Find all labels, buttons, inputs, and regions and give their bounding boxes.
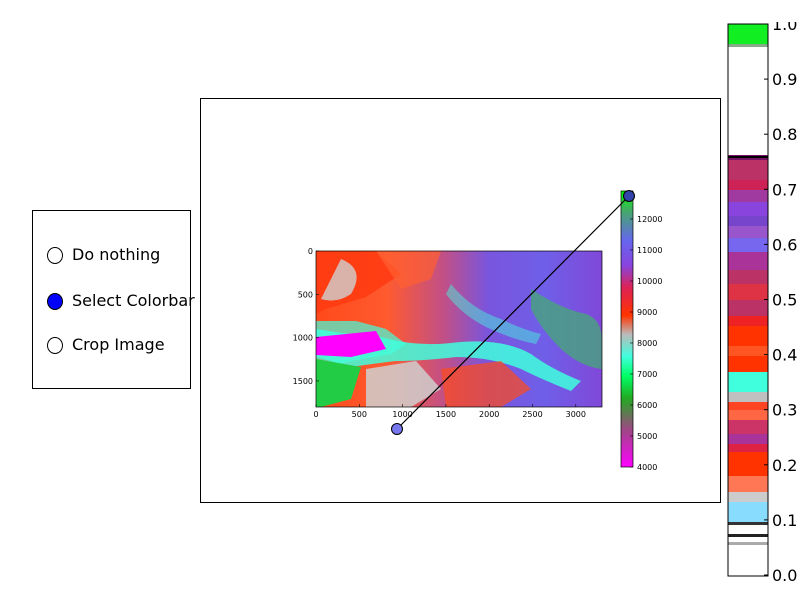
y-tick-label: 500 (298, 290, 313, 299)
x-tick-label: 0 (313, 410, 318, 419)
y-tick-label: 0 (308, 247, 313, 256)
inner-colorbar-ticks: 12000 11000 10000 9000 8000 7000 6000 5000 4000 (630, 215, 662, 472)
colorbar-tick-label: 0.0 (772, 566, 797, 582)
image-x-ticks: 0 500 1000 1500 2000 2500 3000 (313, 404, 586, 419)
colorbar-tick-label: 0.2 (772, 456, 797, 475)
colorbar-tick-label: 0.3 (772, 401, 797, 420)
y-tick-label: 1500 (293, 377, 313, 386)
colorbar-tick-label: 0.7 (772, 180, 797, 199)
colorbar-tick-label: 0.9 (772, 70, 797, 89)
image-y-ticks: 0 500 1000 1500 (293, 247, 319, 386)
radio-label: Select Colorbar (72, 291, 195, 310)
tool-selector-panel: Do nothing Select Colorbar Crop Image (32, 210, 195, 389)
colorbar-tick-label: 1.0 (772, 22, 797, 34)
cbar-tick-label: 10000 (637, 277, 662, 286)
y-tick-label: 1000 (293, 334, 313, 343)
radio-circle-icon[interactable] (47, 247, 63, 264)
colorbar-ticks: 1.0 0.9 0.8 0.7 0.6 0.5 0.4 0.3 0.2 0.1 0.0 (764, 22, 797, 582)
cbar-tick-label: 9000 (637, 308, 657, 317)
x-tick-label: 1500 (436, 410, 456, 419)
image-frame (315, 250, 603, 408)
inner-colorbar (620, 190, 634, 468)
colorbar-tick-label: 0.6 (772, 235, 797, 254)
x-tick-label: 3000 (566, 410, 586, 419)
colorbar-tick-label: 0.8 (772, 125, 797, 144)
colorbar-tick-label: 0.4 (772, 346, 797, 365)
cbar-tick-label: 8000 (637, 339, 657, 348)
cbar-tick-label: 7000 (637, 370, 657, 379)
radio-label: Do nothing (72, 245, 161, 264)
terrain-image (316, 251, 602, 407)
colorbar-tick-label: 0.5 (772, 291, 797, 310)
cbar-tick-label: 12000 (637, 215, 662, 224)
radio-circle-icon[interactable] (47, 337, 63, 354)
radio-label: Crop Image (72, 335, 165, 354)
colorbar-panel[interactable]: 1.0 0.9 0.8 0.7 0.6 0.5 0.4 0.3 0.2 0.1 0.0 (726, 22, 800, 582)
cbar-tick-label: 11000 (637, 246, 662, 255)
selection-line (396, 195, 630, 430)
x-tick-label: 2500 (522, 410, 542, 419)
x-tick-label: 1000 (392, 410, 412, 419)
radio-circle-selected-icon[interactable] (47, 293, 63, 310)
cbar-tick-label: 6000 (637, 401, 657, 410)
selection-handle-end[interactable] (623, 190, 635, 202)
cbar-tick-label: 5000 (637, 432, 657, 441)
colorbar-bands (728, 24, 768, 545)
selection-handle-start[interactable] (391, 423, 403, 435)
cbar-tick-label: 4000 (637, 463, 657, 472)
main-image-axes[interactable]: 0 500 1000 1500 2000 2500 3000 0 500 1000 1500 12… (200, 98, 721, 503)
colorbar-tick-label: 0.1 (772, 511, 797, 530)
x-tick-label: 2000 (479, 410, 499, 419)
inner-figure: 0 500 1000 1500 2000 2500 3000 0 500 1000 1500 12… (293, 190, 662, 472)
x-tick-label: 500 (352, 410, 367, 419)
